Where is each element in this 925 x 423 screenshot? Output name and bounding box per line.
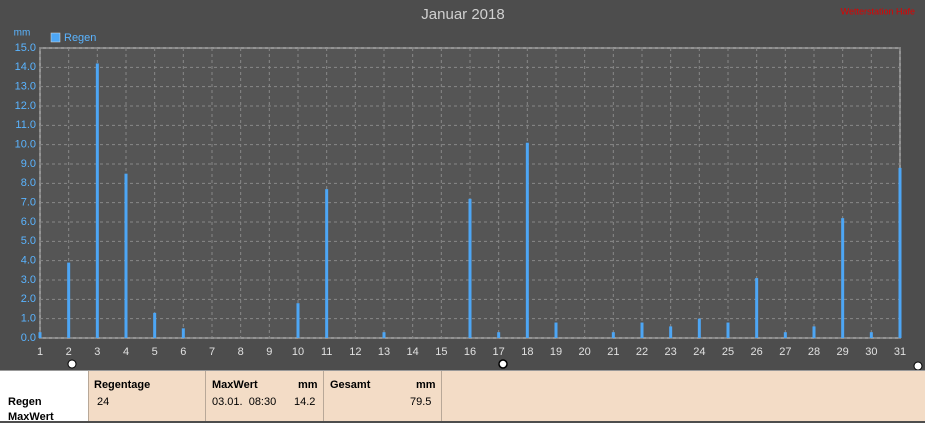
column-unit: mm — [298, 379, 318, 391]
x-tick-label: 8 — [238, 346, 244, 358]
bar — [611, 332, 615, 338]
y-tick-label: 5.0 — [21, 235, 36, 247]
bar — [869, 332, 873, 338]
x-tick-label: 1 — [37, 346, 43, 358]
column-header: Regentage — [94, 379, 151, 391]
y-tick-label: 6.0 — [21, 216, 36, 228]
chart: Januar 2018 Wetterstation Hafe mm Regen … — [13, 5, 923, 370]
x-tick-label: 17 — [493, 346, 505, 358]
y-tick-label: 13.0 — [15, 81, 36, 93]
chart-title: Januar 2018 — [421, 6, 504, 23]
marker-icon — [67, 359, 77, 369]
x-tick-label: 21 — [607, 346, 619, 358]
bar — [669, 326, 673, 338]
bar — [153, 312, 157, 338]
y-tick-label: 8.0 — [21, 177, 36, 189]
x-tick-label: 23 — [665, 346, 677, 358]
bar — [783, 332, 787, 338]
x-tick-label: 24 — [693, 346, 705, 358]
marker-icon — [498, 359, 508, 369]
bar — [755, 278, 759, 338]
x-tick-label: 4 — [123, 346, 129, 358]
x-tick-label: 28 — [808, 346, 820, 358]
x-tick-label: 26 — [751, 346, 763, 358]
bar — [181, 328, 185, 338]
bar — [468, 198, 472, 338]
x-tick-label: 29 — [837, 346, 849, 358]
y-tick-label: 15.0 — [15, 42, 36, 54]
x-tick-label: 27 — [779, 346, 791, 358]
column-header: Gesamt — [330, 379, 371, 391]
table-column: Regentage 24 — [89, 371, 206, 421]
x-tick-label: 2 — [66, 346, 72, 358]
bar — [554, 322, 558, 338]
bar — [697, 318, 701, 338]
y-tick-label: 4.0 — [21, 255, 36, 267]
table-cell: 14.2 — [294, 396, 316, 408]
x-tick-label: 3 — [94, 346, 100, 358]
table-cell: 24 — [97, 396, 110, 408]
summary-panel: Regen MaxWert Regentage 24 MaxWert mm 03… — [0, 370, 925, 423]
legend-swatch — [50, 32, 61, 43]
marker-icon — [913, 361, 923, 370]
x-tick-label: 14 — [407, 346, 419, 358]
x-tick-label: 30 — [865, 346, 877, 358]
y-tick-label: 0.0 — [21, 332, 36, 344]
x-tick-label: 5 — [152, 346, 158, 358]
x-tick-label: 13 — [378, 346, 390, 358]
table-column: Gesamt mm 79.5 — [324, 371, 442, 421]
x-tick-label: 9 — [266, 346, 272, 358]
y-tick-label: 1.0 — [21, 313, 36, 325]
table-column: MaxWert mm 03.01. 08:30 14.2 — [206, 371, 324, 421]
x-tick-label: 11 — [321, 346, 332, 358]
y-tick-label: 12.0 — [15, 100, 36, 112]
bar — [812, 326, 816, 338]
x-tick-label: 15 — [435, 346, 447, 358]
y-tick-label: 7.0 — [21, 197, 36, 209]
y-tick-label: 14.0 — [15, 61, 36, 73]
bar — [640, 322, 644, 338]
x-tick-label: 6 — [180, 346, 186, 358]
row-label: Regen — [8, 396, 42, 408]
bar — [382, 332, 386, 338]
bar — [525, 142, 529, 338]
x-tick-label: 31 — [894, 346, 906, 358]
x-tick-label: 12 — [349, 346, 361, 358]
corner-note: Wetterstation Hafe — [841, 6, 915, 16]
table-cell: 03.01. 08:30 — [212, 396, 277, 408]
x-tick-label: 18 — [521, 346, 533, 358]
bar — [726, 322, 730, 338]
legend-label: Regen — [64, 32, 96, 44]
y-tick-label: 3.0 — [21, 274, 36, 286]
column-header: MaxWert — [212, 379, 258, 391]
bar — [38, 332, 42, 338]
x-tick-label: 25 — [722, 346, 734, 358]
column-unit: mm — [416, 379, 436, 391]
bar — [95, 63, 99, 338]
x-tick-label: 20 — [579, 346, 591, 358]
table-cell: 79.5 — [410, 396, 432, 408]
bar — [124, 173, 128, 338]
y-tick-label: 11.0 — [15, 119, 36, 131]
bar — [67, 262, 71, 338]
y-unit: mm — [14, 28, 31, 39]
x-tick-label: 10 — [292, 346, 304, 358]
row-label: MaxWert — [8, 411, 54, 423]
bar — [497, 332, 501, 338]
y-tick-label: 10.0 — [15, 139, 36, 151]
x-tick-label: 16 — [464, 346, 476, 358]
y-tick-label: 9.0 — [21, 158, 36, 170]
x-tick-label: 7 — [209, 346, 215, 358]
x-tick-label: 19 — [550, 346, 562, 358]
x-tick-label: 22 — [636, 346, 648, 358]
bar — [841, 218, 845, 338]
row-label-column: Regen MaxWert — [0, 371, 89, 423]
y-tick-label: 2.0 — [21, 293, 36, 305]
bar — [325, 189, 329, 338]
bar — [898, 167, 902, 338]
bar — [296, 303, 300, 338]
